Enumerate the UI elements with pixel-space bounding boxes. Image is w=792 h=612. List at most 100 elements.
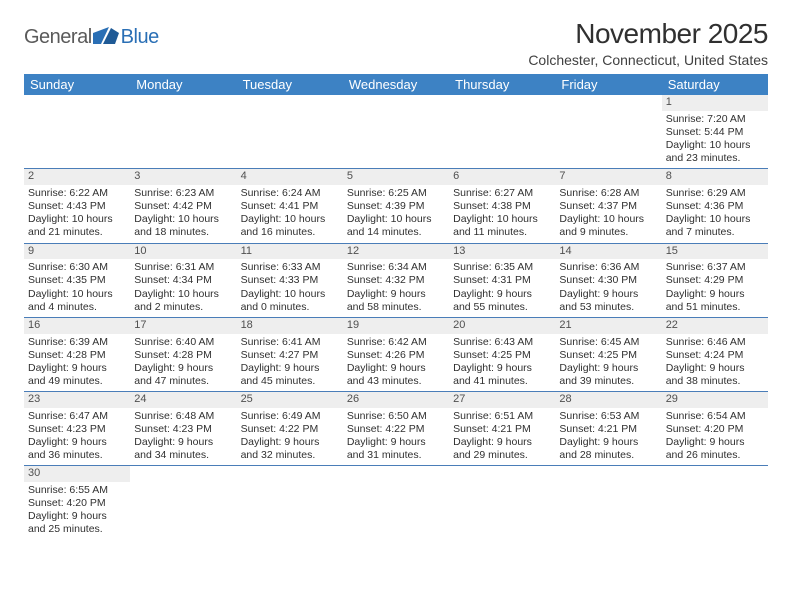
calendar-cell: 6Sunrise: 6:27 AMSunset: 4:38 PMDaylight… xyxy=(449,169,555,243)
sunset-line: Sunset: 5:44 PM xyxy=(666,126,764,139)
day-number: 18 xyxy=(237,318,343,334)
day-number: 22 xyxy=(662,318,768,334)
sunrise-line: Sunrise: 6:35 AM xyxy=(453,261,551,274)
day-number: 29 xyxy=(662,392,768,408)
daylight-line: Daylight: 9 hours and 45 minutes. xyxy=(241,362,339,388)
sunrise-line: Sunrise: 6:48 AM xyxy=(134,410,232,423)
calendar-cell: 23Sunrise: 6:47 AMSunset: 4:23 PMDayligh… xyxy=(24,392,130,466)
calendar-cell: 24Sunrise: 6:48 AMSunset: 4:23 PMDayligh… xyxy=(130,392,236,466)
brand-part2: Blue xyxy=(121,26,159,49)
daylight-line: Daylight: 9 hours and 26 minutes. xyxy=(666,436,764,462)
sunset-line: Sunset: 4:21 PM xyxy=(559,423,657,436)
sunrise-line: Sunrise: 6:54 AM xyxy=(666,410,764,423)
day-number: 23 xyxy=(24,392,130,408)
day-number: 20 xyxy=(449,318,555,334)
day-number: 9 xyxy=(24,244,130,260)
day-number: 17 xyxy=(130,318,236,334)
sunset-line: Sunset: 4:27 PM xyxy=(241,349,339,362)
calendar-cell: 26Sunrise: 6:50 AMSunset: 4:22 PMDayligh… xyxy=(343,392,449,466)
sunset-line: Sunset: 4:28 PM xyxy=(28,349,126,362)
sunrise-line: Sunrise: 6:37 AM xyxy=(666,261,764,274)
calendar-week-row: 30Sunrise: 6:55 AMSunset: 4:20 PMDayligh… xyxy=(24,466,768,540)
calendar-week-row: 9Sunrise: 6:30 AMSunset: 4:35 PMDaylight… xyxy=(24,243,768,317)
calendar-week-row: 16Sunrise: 6:39 AMSunset: 4:28 PMDayligh… xyxy=(24,317,768,391)
daylight-line: Daylight: 9 hours and 58 minutes. xyxy=(347,288,445,314)
sunset-line: Sunset: 4:39 PM xyxy=(347,200,445,213)
calendar-cell: 3Sunrise: 6:23 AMSunset: 4:42 PMDaylight… xyxy=(130,169,236,243)
day-number: 5 xyxy=(343,169,449,185)
sunset-line: Sunset: 4:33 PM xyxy=(241,274,339,287)
daylight-line: Daylight: 9 hours and 36 minutes. xyxy=(28,436,126,462)
daylight-line: Daylight: 10 hours and 16 minutes. xyxy=(241,213,339,239)
sunset-line: Sunset: 4:24 PM xyxy=(666,349,764,362)
sunrise-line: Sunrise: 6:24 AM xyxy=(241,187,339,200)
day-number: 24 xyxy=(130,392,236,408)
calendar-cell xyxy=(237,466,343,540)
sunset-line: Sunset: 4:20 PM xyxy=(28,497,126,510)
day-number: 13 xyxy=(449,244,555,260)
daylight-line: Daylight: 9 hours and 47 minutes. xyxy=(134,362,232,388)
calendar-cell: 18 Sunrise: 6:41 AMSunset: 4:27 PMDayligh… xyxy=(237,317,343,391)
calendar-cell: 20Sunrise: 6:43 AMSunset: 4:25 PMDayligh… xyxy=(449,317,555,391)
sunrise-line: Sunrise: 6:42 AM xyxy=(347,336,445,349)
calendar-cell: 21Sunrise: 6:45 AMSunset: 4:25 PMDayligh… xyxy=(555,317,661,391)
sunrise-line: Sunrise: 6:33 AM xyxy=(241,261,339,274)
sunset-line: Sunset: 4:22 PM xyxy=(241,423,339,436)
calendar-cell: 17Sunrise: 6:40 AMSunset: 4:28 PMDayligh… xyxy=(130,317,236,391)
sunrise-line: Sunrise: 6:29 AM xyxy=(666,187,764,200)
daylight-line: Daylight: 9 hours and 38 minutes. xyxy=(666,362,764,388)
sunrise-line: Sunrise: 6:34 AM xyxy=(347,261,445,274)
sunrise-line: Sunrise: 6:41 AM xyxy=(241,336,339,349)
day-number: 2 xyxy=(24,169,130,185)
calendar-cell xyxy=(662,466,768,540)
day-number: 28 xyxy=(555,392,661,408)
daylight-line: Daylight: 9 hours and 28 minutes. xyxy=(559,436,657,462)
calendar-body: 1Sunrise: 7:20 AMSunset: 5:44 PMDaylight… xyxy=(24,95,768,540)
calendar-cell xyxy=(130,95,236,169)
sunset-line: Sunset: 4:43 PM xyxy=(28,200,126,213)
daylight-line: Daylight: 9 hours and 31 minutes. xyxy=(347,436,445,462)
calendar-cell xyxy=(343,95,449,169)
sunrise-line: Sunrise: 6:25 AM xyxy=(347,187,445,200)
location: Colchester, Connecticut, United States xyxy=(528,52,768,68)
calendar-cell: 4Sunrise: 6:24 AMSunset: 4:41 PMDaylight… xyxy=(237,169,343,243)
sunset-line: Sunset: 4:25 PM xyxy=(559,349,657,362)
calendar-cell: 19Sunrise: 6:42 AMSunset: 4:26 PMDayligh… xyxy=(343,317,449,391)
calendar-week-row: 2Sunrise: 6:22 AMSunset: 4:43 PMDaylight… xyxy=(24,169,768,243)
calendar-cell xyxy=(24,95,130,169)
calendar-cell: 5Sunrise: 6:25 AMSunset: 4:39 PMDaylight… xyxy=(343,169,449,243)
calendar-cell: 15Sunrise: 6:37 AMSunset: 4:29 PMDayligh… xyxy=(662,243,768,317)
daylight-line: Daylight: 9 hours and 29 minutes. xyxy=(453,436,551,462)
calendar-cell: 11Sunrise: 6:33 AMSunset: 4:33 PMDayligh… xyxy=(237,243,343,317)
calendar-cell: 1Sunrise: 7:20 AMSunset: 5:44 PMDaylight… xyxy=(662,95,768,169)
sunset-line: Sunset: 4:37 PM xyxy=(559,200,657,213)
day-header: Thursday xyxy=(449,74,555,95)
day-number: 1 xyxy=(662,95,768,111)
day-number: 16 xyxy=(24,318,130,334)
day-number: 4 xyxy=(237,169,343,185)
day-number: 8 xyxy=(662,169,768,185)
daylight-line: Daylight: 9 hours and 55 minutes. xyxy=(453,288,551,314)
day-header: Tuesday xyxy=(237,74,343,95)
daylight-line: Daylight: 9 hours and 39 minutes. xyxy=(559,362,657,388)
calendar-cell xyxy=(130,466,236,540)
daylight-line: Daylight: 10 hours and 2 minutes. xyxy=(134,288,232,314)
day-number: 26 xyxy=(343,392,449,408)
sunrise-line: Sunrise: 6:31 AM xyxy=(134,261,232,274)
calendar-cell: 16Sunrise: 6:39 AMSunset: 4:28 PMDayligh… xyxy=(24,317,130,391)
calendar-cell: 10Sunrise: 6:31 AMSunset: 4:34 PMDayligh… xyxy=(130,243,236,317)
sunset-line: Sunset: 4:29 PM xyxy=(666,274,764,287)
calendar-cell: 2Sunrise: 6:22 AMSunset: 4:43 PMDaylight… xyxy=(24,169,130,243)
sunset-line: Sunset: 4:34 PM xyxy=(134,274,232,287)
calendar-cell: 29Sunrise: 6:54 AMSunset: 4:20 PMDayligh… xyxy=(662,392,768,466)
sunrise-line: Sunrise: 6:50 AM xyxy=(347,410,445,423)
sunrise-line: Sunrise: 6:40 AM xyxy=(134,336,232,349)
day-number: 7 xyxy=(555,169,661,185)
day-number: 27 xyxy=(449,392,555,408)
daylight-line: Daylight: 10 hours and 7 minutes. xyxy=(666,213,764,239)
sunset-line: Sunset: 4:30 PM xyxy=(559,274,657,287)
sunrise-line: Sunrise: 6:36 AM xyxy=(559,261,657,274)
sunrise-line: Sunrise: 6:30 AM xyxy=(28,261,126,274)
daylight-line: Daylight: 9 hours and 43 minutes. xyxy=(347,362,445,388)
calendar-cell: 27Sunrise: 6:51 AMSunset: 4:21 PMDayligh… xyxy=(449,392,555,466)
